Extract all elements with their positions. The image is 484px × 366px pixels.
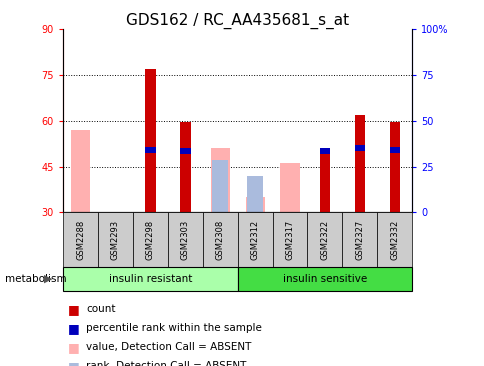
Text: GSM2298: GSM2298 bbox=[146, 220, 154, 260]
Text: GSM2288: GSM2288 bbox=[76, 220, 85, 260]
Text: GSM2312: GSM2312 bbox=[250, 220, 259, 260]
Bar bbox=[280, 164, 299, 212]
Bar bbox=[71, 130, 90, 212]
Bar bbox=[247, 176, 262, 212]
Text: rank, Detection Call = ABSENT: rank, Detection Call = ABSENT bbox=[86, 361, 246, 366]
Text: insulin sensitive: insulin sensitive bbox=[282, 274, 366, 284]
Text: ■: ■ bbox=[68, 341, 79, 354]
Text: GSM2327: GSM2327 bbox=[355, 220, 363, 260]
Text: ■: ■ bbox=[68, 360, 79, 366]
Bar bbox=[145, 147, 155, 153]
Text: ■: ■ bbox=[68, 322, 79, 335]
Bar bbox=[145, 69, 155, 212]
Bar bbox=[354, 145, 364, 151]
Bar bbox=[389, 122, 399, 212]
Text: ■: ■ bbox=[68, 303, 79, 316]
Text: GSM2303: GSM2303 bbox=[181, 220, 189, 260]
Text: GDS162 / RC_AA435681_s_at: GDS162 / RC_AA435681_s_at bbox=[126, 13, 348, 29]
Text: ▶: ▶ bbox=[44, 274, 53, 284]
Text: GSM2322: GSM2322 bbox=[320, 220, 329, 260]
Text: GSM2293: GSM2293 bbox=[111, 220, 120, 260]
Bar bbox=[245, 197, 264, 212]
Bar bbox=[319, 154, 330, 212]
Bar bbox=[212, 160, 227, 212]
Bar bbox=[180, 122, 190, 212]
Bar bbox=[210, 148, 229, 212]
Text: GSM2317: GSM2317 bbox=[285, 220, 294, 260]
Text: insulin resistant: insulin resistant bbox=[108, 274, 192, 284]
Text: metabolism: metabolism bbox=[5, 274, 66, 284]
Text: value, Detection Call = ABSENT: value, Detection Call = ABSENT bbox=[86, 342, 251, 352]
Text: GSM2332: GSM2332 bbox=[390, 220, 398, 260]
Bar bbox=[319, 148, 330, 154]
Bar bbox=[180, 148, 190, 154]
Bar bbox=[389, 147, 399, 153]
Text: GSM2308: GSM2308 bbox=[215, 220, 224, 260]
Bar bbox=[354, 115, 364, 212]
Text: count: count bbox=[86, 304, 116, 314]
Text: percentile rank within the sample: percentile rank within the sample bbox=[86, 323, 262, 333]
